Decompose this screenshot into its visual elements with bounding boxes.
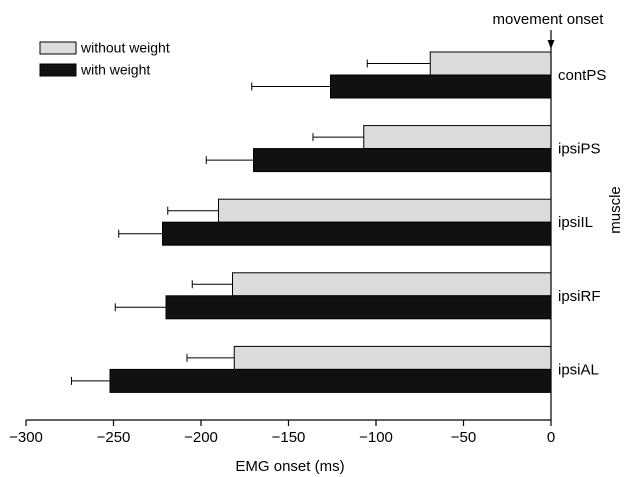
bar-ipsiAL-without-weight <box>234 346 551 369</box>
category-label-ipsiIL: ipsiIL <box>558 214 593 231</box>
x-tick-label: −200 <box>184 429 218 446</box>
x-tick-label: 0 <box>547 429 555 446</box>
bar-ipsiPS-without-weight <box>364 126 551 149</box>
legend: without weight with weight <box>40 40 170 78</box>
legend-label-without-weight: without weight <box>80 40 170 56</box>
movement-onset-arrow-head <box>548 40 555 49</box>
bar-ipsiIL-without-weight <box>219 199 552 222</box>
bars-layer <box>72 52 552 392</box>
movement-onset-annotation: movement onset <box>493 11 605 28</box>
x-tick-label: −150 <box>272 429 306 446</box>
x-tick-label: −100 <box>359 429 393 446</box>
category-label-ipsiRF: ipsiRF <box>558 288 601 305</box>
bar-ipsiPS-with-weight <box>254 149 552 172</box>
bar-contPS-without-weight <box>430 52 551 75</box>
x-tick-label: −300 <box>9 429 43 446</box>
x-tick-label: −250 <box>97 429 131 446</box>
legend-swatch-with-weight <box>40 64 76 76</box>
legend-label-with-weight: with weight <box>80 62 150 78</box>
bar-ipsiRF-with-weight <box>166 296 551 319</box>
x-tick-label: −50 <box>451 429 476 446</box>
category-label-contPS: contPS <box>558 67 606 84</box>
bar-contPS-with-weight <box>331 75 552 98</box>
category-label-ipsiPS: ipsiPS <box>558 141 601 158</box>
bar-ipsiIL-with-weight <box>163 222 552 245</box>
legend-swatch-without-weight <box>40 42 76 54</box>
bar-ipsiRF-without-weight <box>233 273 552 296</box>
bar-ipsiAL-with-weight <box>110 369 551 392</box>
category-labels: contPS ipsiPS ipsiIL ipsiRF ipsiAL <box>558 67 606 378</box>
x-axis-label: EMG onset (ms) <box>235 458 344 475</box>
category-label-ipsiAL: ipsiAL <box>558 361 599 378</box>
y-axis-label: muscle <box>607 186 624 234</box>
